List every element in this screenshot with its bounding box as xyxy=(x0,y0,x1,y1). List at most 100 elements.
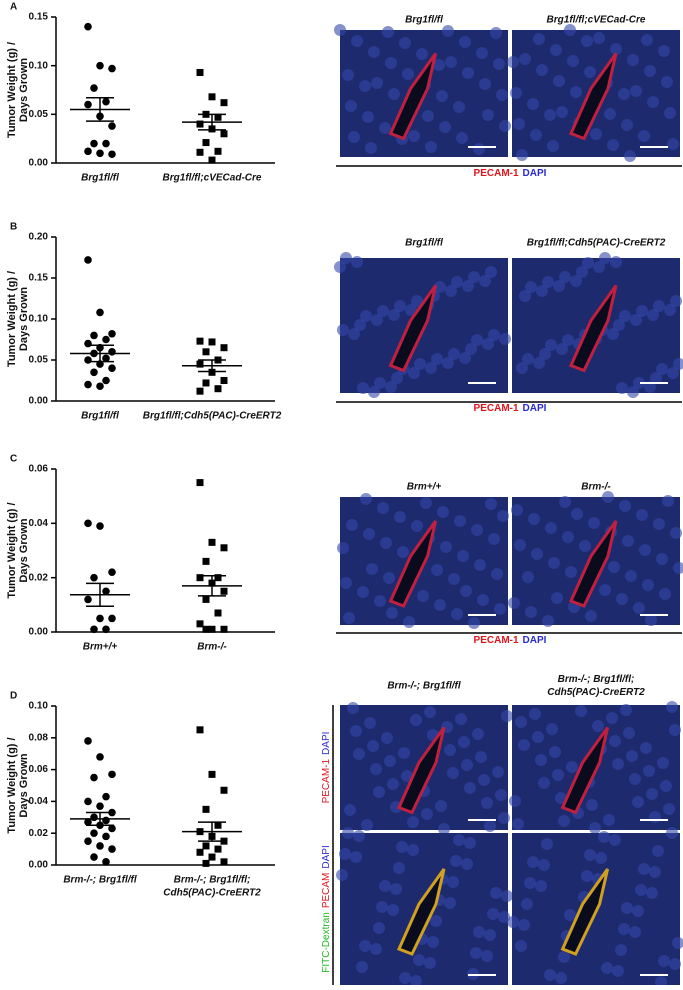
nucleus xyxy=(662,495,674,507)
nucleus xyxy=(536,285,548,297)
data-point xyxy=(84,22,92,31)
nucleus xyxy=(405,304,417,316)
nucleus xyxy=(362,111,374,123)
data-point xyxy=(220,99,228,107)
nucleus xyxy=(368,386,380,398)
nucleus xyxy=(629,773,641,785)
data-point xyxy=(90,813,98,822)
nucleus xyxy=(431,564,443,576)
data-point xyxy=(102,792,110,801)
image-column-label: Brm-/-; Brg1fl/fl xyxy=(387,681,461,692)
nucleus xyxy=(353,830,365,842)
nucleus xyxy=(670,527,682,539)
nucleus xyxy=(485,266,497,278)
nucleus xyxy=(669,724,681,736)
nucleus xyxy=(444,897,456,909)
nucleus xyxy=(620,704,632,716)
nucleus xyxy=(535,754,547,766)
data-point xyxy=(196,620,204,628)
y-tick-label: 0.06 xyxy=(29,764,49,775)
nucleus xyxy=(481,797,493,809)
nucleus xyxy=(336,869,348,881)
nucleus xyxy=(477,594,489,606)
nucleus xyxy=(433,59,445,71)
nucleus xyxy=(673,562,683,574)
nucleus xyxy=(484,820,496,832)
stain-label: DAPI xyxy=(523,635,547,646)
nucleus xyxy=(464,837,476,849)
nucleus xyxy=(411,520,423,532)
nucleus xyxy=(588,517,600,529)
data-point xyxy=(196,848,204,856)
nucleus xyxy=(608,561,620,573)
nucleus xyxy=(607,328,619,340)
nucleus xyxy=(460,585,472,597)
nucleus xyxy=(610,43,622,55)
x-tick-label: Brm-/- xyxy=(197,642,227,653)
nucleus xyxy=(530,129,542,141)
data-point xyxy=(220,344,228,352)
data-point xyxy=(90,773,98,782)
data-point xyxy=(208,338,216,346)
panel-letter: C xyxy=(10,454,17,465)
nucleus xyxy=(646,788,658,800)
data-point xyxy=(202,557,210,565)
nucleus xyxy=(579,540,591,552)
nucleus xyxy=(640,742,652,754)
nucleus xyxy=(470,947,482,959)
nucleus xyxy=(401,770,413,782)
nucleus xyxy=(590,128,602,140)
y-tick-label: 0.10 xyxy=(29,701,49,712)
data-point xyxy=(196,387,204,395)
nucleus xyxy=(544,109,556,121)
data-point xyxy=(196,479,204,487)
nucleus xyxy=(481,950,493,962)
data-point xyxy=(202,348,210,356)
data-point xyxy=(84,837,92,845)
nucleus xyxy=(545,522,557,534)
vessel xyxy=(560,868,610,956)
vessel xyxy=(568,52,618,141)
nucleus xyxy=(619,500,631,512)
nucleus xyxy=(475,751,487,763)
nucleus xyxy=(501,710,513,722)
data-point xyxy=(196,68,204,76)
nucleus xyxy=(595,852,607,864)
image-column-label: Brm+/+ xyxy=(407,482,442,493)
nucleus xyxy=(364,717,376,729)
nucleus xyxy=(545,339,557,351)
vessel xyxy=(568,284,618,373)
nucleus xyxy=(367,740,379,752)
nucleus xyxy=(440,541,452,553)
nucleus xyxy=(494,603,506,615)
nucleus xyxy=(533,357,545,369)
data-point xyxy=(202,625,210,633)
image-column-label: Brg1fl/fl xyxy=(405,15,443,26)
data-point xyxy=(220,587,228,595)
nucleus xyxy=(457,550,469,562)
nucleus xyxy=(515,716,527,728)
data-point xyxy=(220,858,228,866)
nucleus xyxy=(673,358,683,370)
nucleus xyxy=(613,319,625,331)
nucleus xyxy=(666,827,678,839)
y-axis-title: Days Grown xyxy=(18,518,30,582)
nucleus xyxy=(373,922,385,934)
nucleus xyxy=(498,911,510,923)
nucleus xyxy=(635,884,647,896)
nucleus xyxy=(548,557,560,569)
nucleus xyxy=(616,382,628,394)
image-row-label: PECAM-1 DAPI xyxy=(321,732,332,804)
nucleus xyxy=(334,261,346,273)
data-point xyxy=(202,379,210,387)
nucleus xyxy=(384,755,396,767)
data-point xyxy=(90,139,98,148)
nucleus xyxy=(334,24,346,36)
data-point xyxy=(220,625,228,633)
nucleus xyxy=(562,334,574,346)
nucleus xyxy=(410,975,422,987)
nucleus xyxy=(602,491,614,503)
nucleus xyxy=(348,328,360,340)
nucleus xyxy=(396,841,408,853)
nucleus xyxy=(553,280,565,292)
